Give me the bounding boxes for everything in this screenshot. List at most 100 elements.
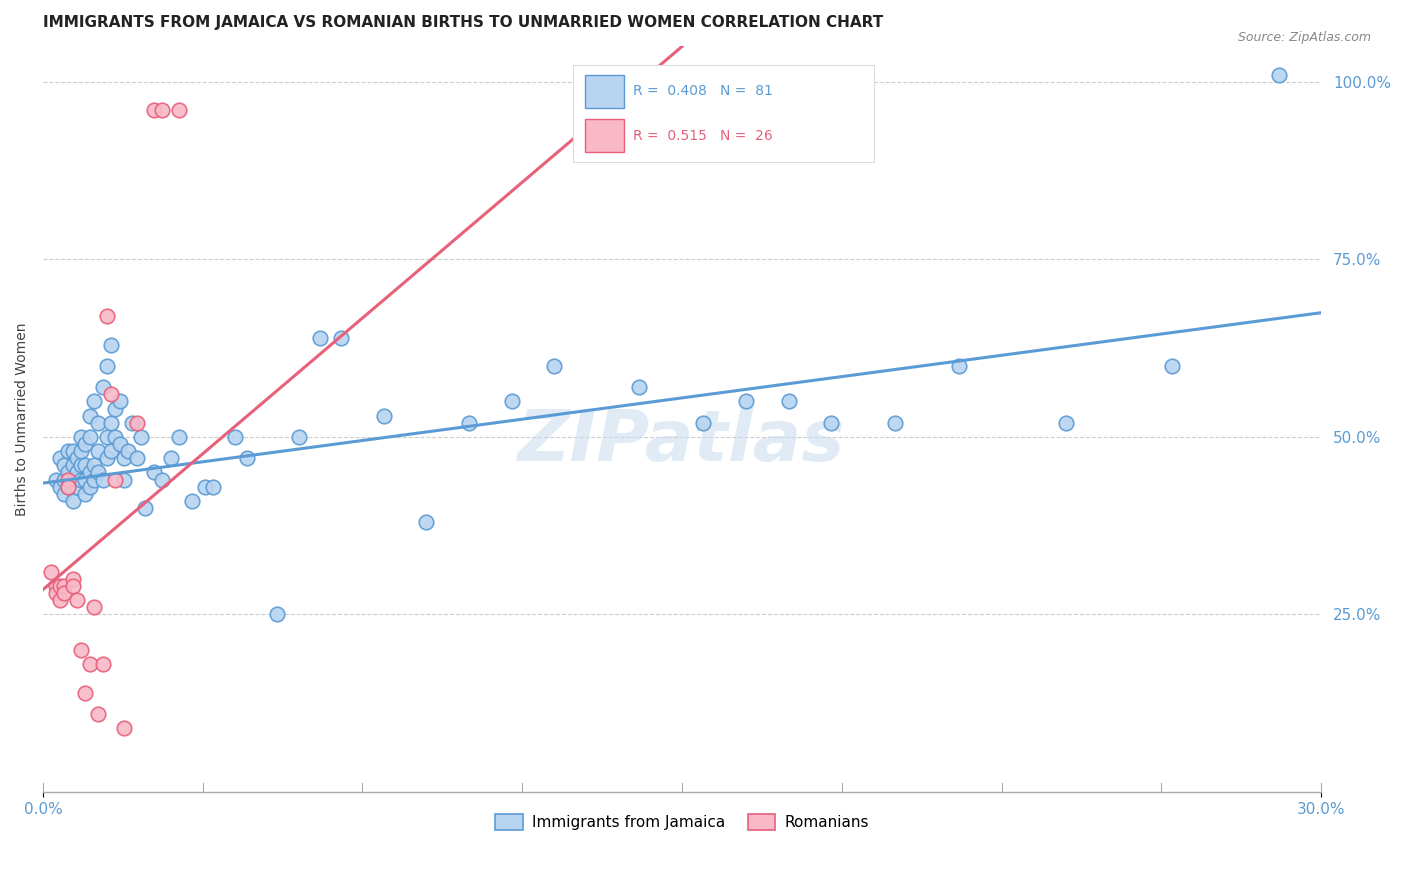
Point	[96, 451, 118, 466]
Point	[142, 103, 165, 118]
Point	[778, 394, 800, 409]
Point	[79, 409, 101, 423]
Point	[53, 579, 76, 593]
Point	[62, 444, 84, 458]
Point	[236, 451, 259, 466]
Y-axis label: Births to Unmarried Women: Births to Unmarried Women	[15, 322, 30, 516]
Point	[91, 473, 114, 487]
Point	[100, 416, 122, 430]
Point	[1054, 416, 1077, 430]
Point	[53, 473, 76, 487]
Point	[87, 444, 110, 458]
Point	[49, 593, 72, 607]
Point	[150, 473, 173, 487]
Point	[91, 380, 114, 394]
Point	[134, 500, 156, 515]
Point	[45, 586, 67, 600]
Point	[79, 657, 101, 672]
Point	[159, 451, 181, 466]
Point	[142, 466, 165, 480]
Point	[96, 310, 118, 324]
Point	[330, 330, 353, 344]
Point	[308, 330, 330, 344]
Point	[458, 416, 481, 430]
Point	[58, 466, 80, 480]
Point	[75, 487, 97, 501]
Point	[96, 430, 118, 444]
Point	[58, 444, 80, 458]
Point	[45, 579, 67, 593]
Point	[129, 430, 152, 444]
Point	[58, 473, 80, 487]
Point	[1267, 68, 1289, 82]
Point	[202, 480, 225, 494]
Text: Source: ZipAtlas.com: Source: ZipAtlas.com	[1237, 31, 1371, 45]
Point	[58, 480, 80, 494]
Point	[91, 657, 114, 672]
Point	[415, 515, 437, 529]
Point	[83, 600, 105, 615]
Point	[53, 458, 76, 473]
Point	[62, 572, 84, 586]
Point	[58, 480, 80, 494]
Point	[70, 430, 93, 444]
Text: ZIPatlas: ZIPatlas	[519, 407, 846, 476]
Point	[66, 480, 89, 494]
Point	[1161, 359, 1184, 373]
Point	[62, 493, 84, 508]
Point	[112, 721, 135, 735]
Point	[112, 473, 135, 487]
Point	[112, 451, 135, 466]
Point	[87, 416, 110, 430]
Point	[100, 337, 122, 351]
Point	[150, 103, 173, 118]
Point	[117, 444, 139, 458]
Point	[125, 451, 148, 466]
Point	[66, 466, 89, 480]
Point	[75, 473, 97, 487]
Point	[100, 387, 122, 401]
Text: IMMIGRANTS FROM JAMAICA VS ROMANIAN BIRTHS TO UNMARRIED WOMEN CORRELATION CHART: IMMIGRANTS FROM JAMAICA VS ROMANIAN BIRT…	[44, 15, 883, 30]
Point	[373, 409, 395, 423]
Point	[70, 458, 93, 473]
Point	[104, 473, 127, 487]
Point	[194, 480, 217, 494]
Point	[75, 437, 97, 451]
Point	[70, 473, 93, 487]
Point	[125, 416, 148, 430]
Point	[820, 416, 842, 430]
Point	[41, 565, 63, 579]
Point	[62, 458, 84, 473]
Point	[79, 466, 101, 480]
Point	[87, 706, 110, 721]
Point	[66, 451, 89, 466]
Point	[692, 416, 714, 430]
Point	[181, 493, 204, 508]
Point	[70, 444, 93, 458]
Point	[83, 394, 105, 409]
Point	[53, 487, 76, 501]
Point	[167, 430, 190, 444]
Point	[96, 359, 118, 373]
Legend: Immigrants from Jamaica, Romanians: Immigrants from Jamaica, Romanians	[489, 808, 875, 837]
Point	[287, 430, 309, 444]
Point	[948, 359, 970, 373]
Point	[62, 473, 84, 487]
Point	[100, 444, 122, 458]
Point	[735, 394, 758, 409]
Point	[49, 579, 72, 593]
Point	[87, 466, 110, 480]
Point	[628, 380, 651, 394]
Point	[543, 359, 565, 373]
Point	[167, 103, 190, 118]
Point	[83, 458, 105, 473]
Point	[121, 416, 143, 430]
Point	[266, 607, 288, 622]
Point	[108, 394, 131, 409]
Point	[75, 685, 97, 699]
Point	[104, 430, 127, 444]
Point	[66, 593, 89, 607]
Point	[108, 437, 131, 451]
Point	[224, 430, 246, 444]
Point	[62, 579, 84, 593]
